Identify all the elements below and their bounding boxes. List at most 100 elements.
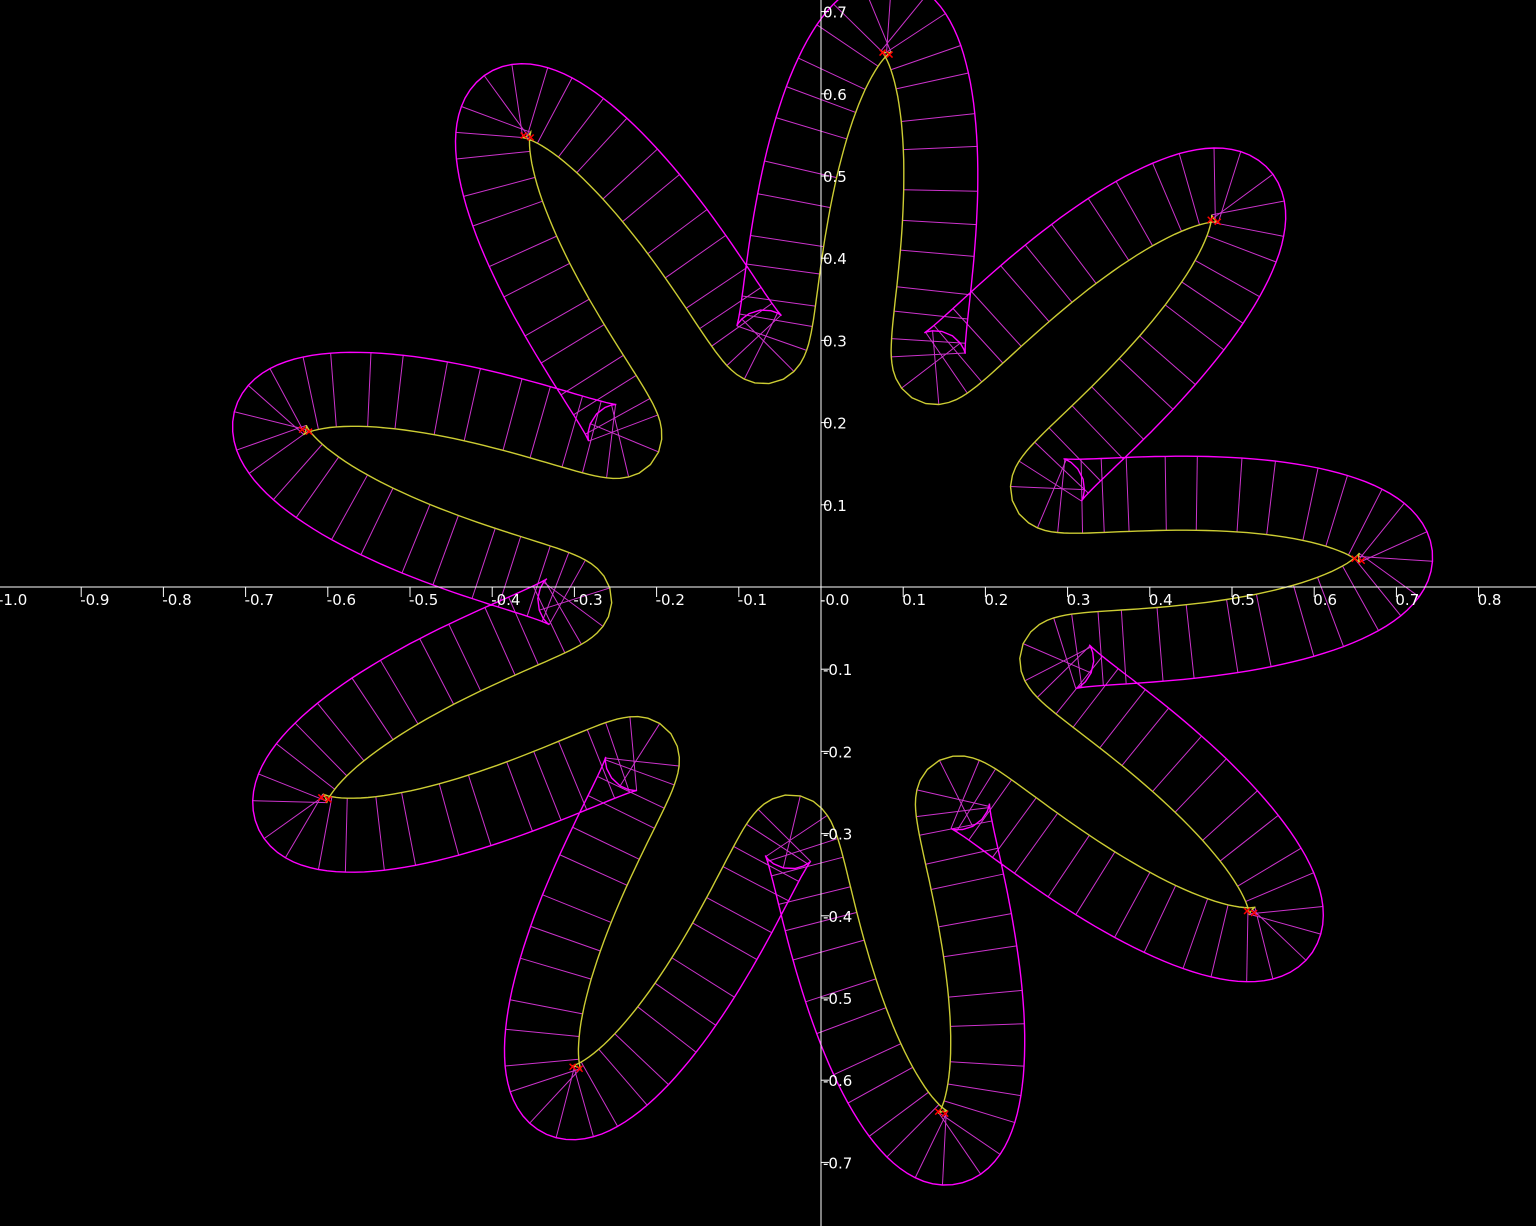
mesh-rung (1217, 151, 1242, 223)
marker (1351, 555, 1366, 565)
mesh-rung (706, 897, 772, 934)
mesh-rung (520, 957, 592, 980)
mesh-rung (847, 1066, 914, 1104)
x-tick-label: 0.5 (1231, 591, 1255, 609)
mesh-rung (484, 607, 516, 676)
mesh-rung (456, 150, 531, 160)
y-tick: 0.7 (821, 4, 847, 22)
x-tick: -0.1 (738, 587, 767, 609)
mesh-rung (1057, 458, 1066, 533)
mesh-rung (1139, 335, 1196, 385)
mesh-rung (733, 846, 799, 882)
mesh-rung (302, 356, 319, 430)
y-tick: 0.6 (821, 86, 847, 104)
mesh-rung (955, 768, 997, 832)
mesh-rung (925, 847, 998, 865)
x-tick-label: 0.6 (1313, 591, 1337, 609)
mesh-rung (1080, 459, 1084, 534)
mesh-rung (757, 193, 831, 209)
mesh-rung (992, 797, 1037, 858)
y-tick: -0.4 (821, 908, 852, 926)
mesh-rung (590, 423, 659, 453)
y-tick-label: -0.4 (823, 908, 852, 926)
mesh-rung (619, 723, 661, 787)
mesh-rung (604, 759, 675, 786)
mesh-rung (805, 978, 877, 1003)
x-tick-label: -0.6 (327, 591, 356, 609)
x-tick: 0.6 (1313, 587, 1337, 609)
mesh-rung (379, 660, 419, 725)
mesh-rung (506, 761, 533, 832)
x-tick-label: -0.2 (656, 591, 685, 609)
mesh-rung (525, 67, 549, 139)
mesh-rung (1114, 872, 1151, 938)
mesh-rung (1071, 614, 1083, 688)
mesh-rung (1357, 503, 1405, 562)
mesh-rung (1024, 244, 1073, 303)
mesh-rung (792, 939, 865, 961)
mesh-rung (654, 982, 717, 1026)
mesh-rung (375, 796, 385, 871)
mesh-rung (1024, 646, 1091, 682)
mesh-rung (248, 429, 310, 474)
mesh-rung (742, 295, 816, 307)
mesh-rung (932, 330, 940, 405)
mesh-rung (1302, 467, 1319, 541)
mesh-rung (330, 353, 337, 427)
mesh-rung (1249, 906, 1323, 915)
mesh-rung (1152, 735, 1202, 792)
singularity-markers (298, 49, 1366, 1118)
mesh-rung (938, 1112, 1001, 1155)
mesh-rung (914, 1110, 949, 1178)
x-tick-label: -1.0 (0, 591, 27, 609)
mesh-rung (258, 773, 328, 802)
mesh-rung (901, 342, 961, 389)
y-tick-label: -0.7 (823, 1154, 852, 1172)
marker (1207, 216, 1222, 226)
mesh-rung (467, 774, 492, 846)
mesh-rung (587, 795, 655, 829)
mesh-rung (572, 1065, 594, 1137)
mesh-rung (543, 580, 582, 645)
mesh-rung (746, 263, 820, 275)
mesh-rung (1087, 198, 1130, 261)
x-tick: -1.0 (0, 591, 27, 609)
mesh-rung (1245, 872, 1314, 902)
mesh-rung (1292, 585, 1315, 657)
mesh-rung (526, 545, 551, 617)
mesh-rung (1211, 200, 1285, 216)
mesh-rung (555, 1065, 576, 1138)
mesh-rung (1181, 281, 1244, 324)
y-tick-label: 0.7 (823, 4, 847, 22)
mesh-rung (614, 1033, 669, 1085)
mesh-rung (1055, 655, 1103, 715)
mesh-rung (1237, 847, 1302, 887)
mesh-rung (543, 581, 604, 627)
y-tick-label: -0.3 (823, 826, 852, 844)
x-tick: -0.0 (820, 587, 849, 609)
mesh-rung (741, 318, 795, 372)
mesh-rung (1185, 604, 1195, 679)
mesh-rung (455, 131, 530, 139)
y-tick: -0.7 (821, 1154, 852, 1172)
mesh-rung (1194, 259, 1260, 298)
mesh-rung (647, 209, 708, 255)
mesh-rung (883, 13, 946, 55)
mesh-rung (605, 722, 631, 793)
mesh-rung (1097, 611, 1104, 686)
mesh-rung (1249, 913, 1321, 935)
x-tick: 0.1 (902, 587, 926, 609)
y-tick: -0.1 (821, 661, 852, 679)
mesh-rung (919, 820, 993, 836)
x-tick: -0.9 (80, 587, 109, 609)
mesh-rung (1115, 181, 1154, 247)
mesh-rung (606, 404, 617, 478)
marker (879, 49, 894, 59)
mesh-rung (699, 287, 762, 330)
mesh-rung (530, 925, 601, 952)
mesh-rung (598, 1048, 648, 1106)
mesh-rung (894, 310, 968, 320)
mesh-rung (757, 808, 811, 862)
mesh-rung (536, 77, 573, 144)
x-tick-label: 0.8 (1478, 591, 1502, 609)
